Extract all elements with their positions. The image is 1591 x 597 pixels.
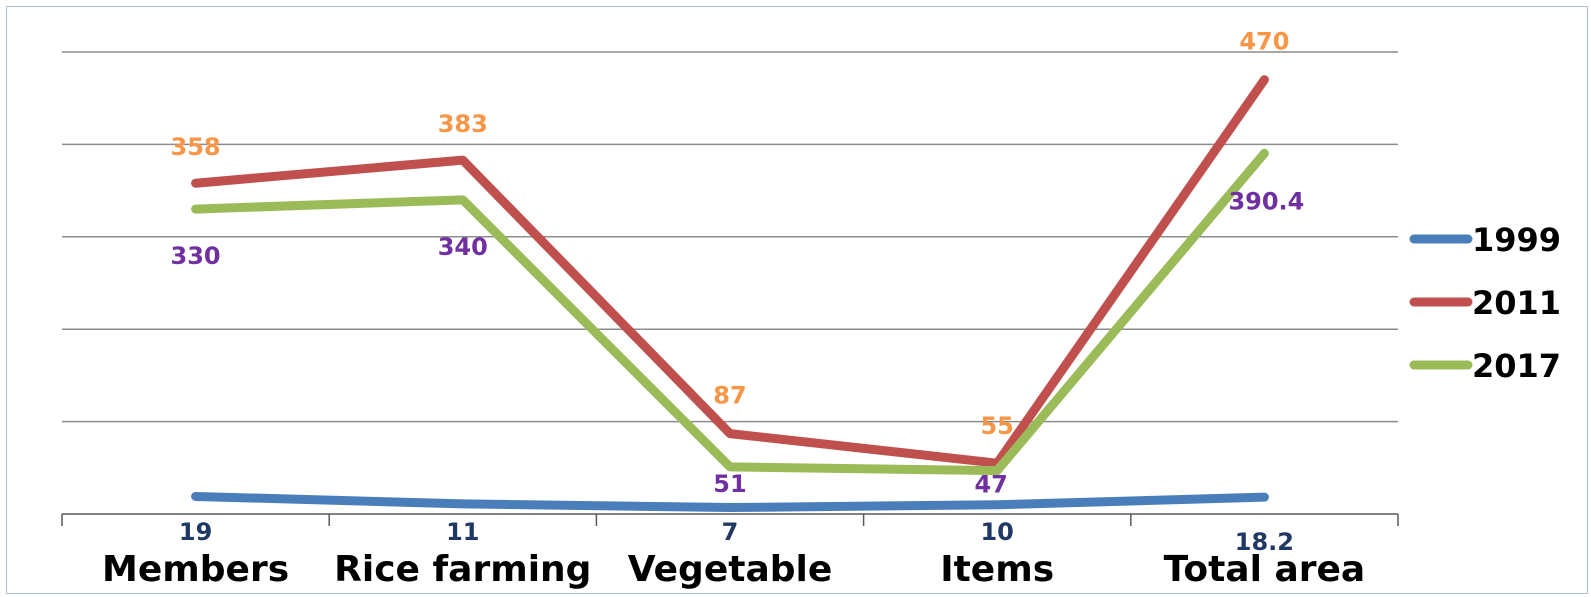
category-label: Members [102,549,289,590]
data-label-1999: 18.2 [1235,528,1294,556]
legend-label-2017: 2017 [1472,347,1561,385]
legend-label-1999: 1999 [1472,221,1561,259]
category-labels: Members Rice farming Vegetable Items Total a… [102,549,1365,590]
data-label-2011: 55 [980,412,1013,440]
data-label-1999: 7 [722,518,739,546]
legend: 1999 2011 2017 [1409,221,1561,385]
data-label-2011: 470 [1239,28,1289,56]
category-label: Vegetable [628,549,833,590]
legend-label-2011: 2011 [1472,284,1561,322]
series-line-2011 [191,75,1269,468]
data-label-2017: 47 [974,471,1007,499]
data-label-1999: 11 [446,518,479,546]
data-label-2017: 340 [438,233,488,261]
category-label: Total area [1164,549,1366,590]
series-lines [191,75,1269,513]
category-label: Rice farming [334,549,591,590]
data-label-2011: 383 [438,110,488,138]
data-label-2011: 358 [171,133,221,161]
x-axis [61,513,1399,526]
series-line-1999 [191,491,1269,513]
data-label-2017: 390.4 [1228,187,1304,215]
data-label-2017: 330 [171,242,221,270]
data-label-2011: 87 [713,382,746,410]
data-label-1999: 19 [179,518,212,546]
data-labels: 19 11 7 10 18.2 358 383 87 55 470 330 340 51 47 390.4 [171,28,1305,556]
series-line-2017 [191,148,1269,476]
gridlines [62,51,1398,423]
category-label: Items [940,549,1054,590]
data-label-2017: 51 [713,470,746,498]
data-label-1999: 10 [980,518,1013,546]
